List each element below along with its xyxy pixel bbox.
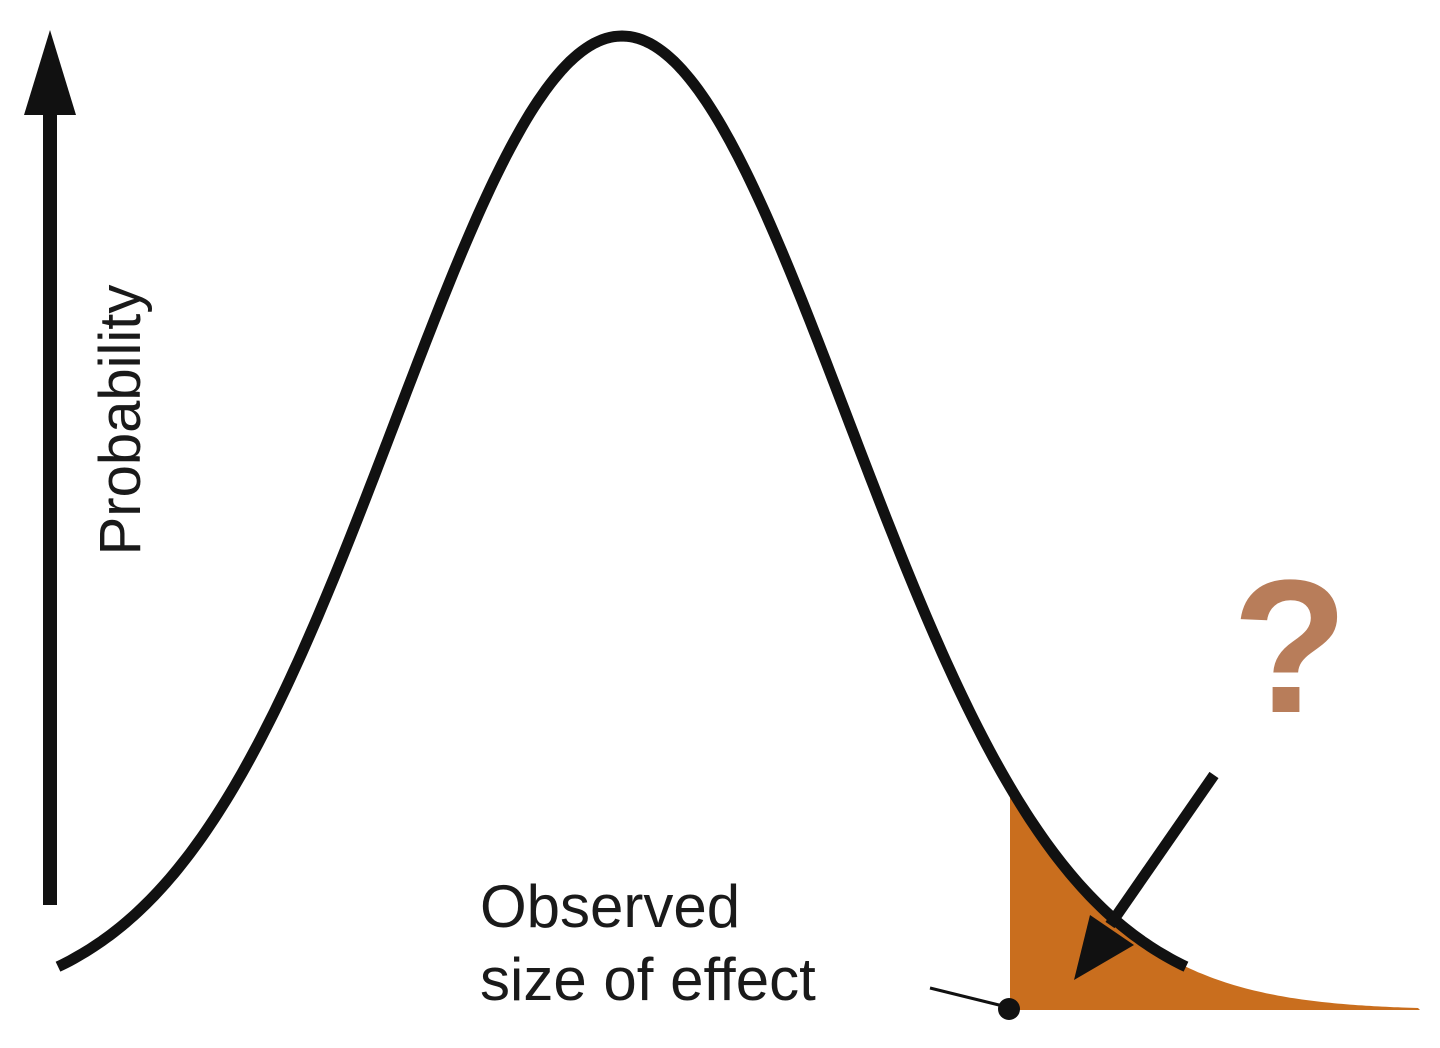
observed-effect-dot — [998, 998, 1020, 1020]
annotation-size-of-effect: size of effect — [480, 946, 816, 1013]
question-mark: ? — [1232, 541, 1348, 753]
tail-area-shading — [1010, 786, 1420, 1010]
tail-pointer-arrow — [1074, 771, 1219, 980]
annotation-observed: Observed — [480, 873, 740, 940]
y-axis-label: Probability — [88, 285, 153, 556]
bell-curve — [55, 30, 1189, 972]
y-axis-arrow — [24, 30, 76, 905]
annotation-leader-line — [929, 986, 1004, 1008]
